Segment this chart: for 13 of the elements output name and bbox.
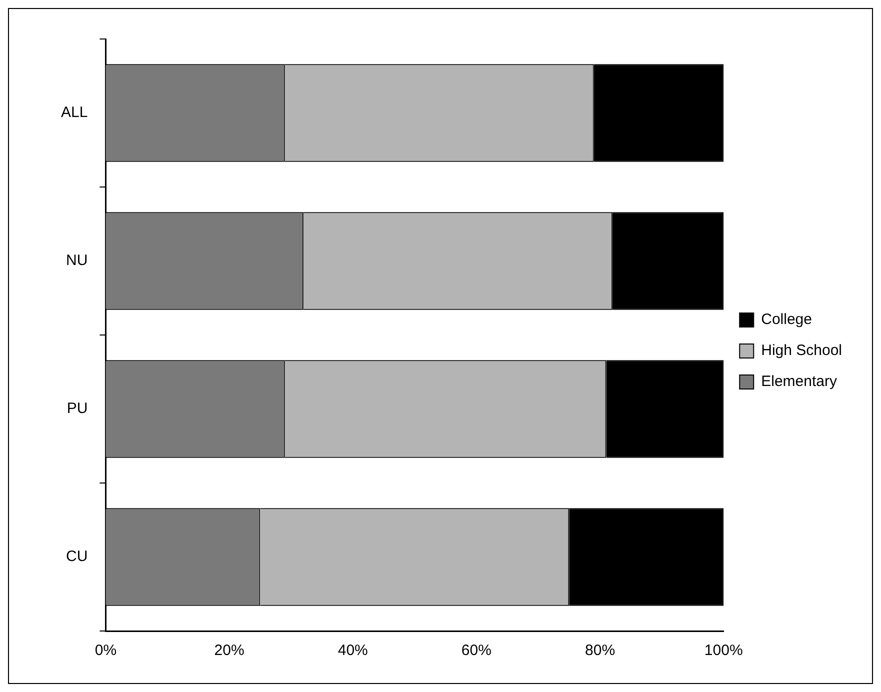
x-tick-label: 20% (214, 642, 244, 660)
x-tick-label: 40% (338, 642, 368, 660)
y-tick-label: NU (66, 252, 88, 270)
x-tick-label: 0% (94, 642, 117, 660)
y-tick-label: PU (66, 400, 88, 418)
legend-label: College (761, 311, 812, 328)
y-tick-label: CU (66, 548, 88, 566)
legend-label: Elementary (761, 373, 838, 390)
x-tick-label: 80% (585, 642, 616, 660)
x-tick-label: 60% (461, 642, 492, 660)
y-tick-label: ALL (60, 104, 88, 122)
x-tick-label: 100% (704, 642, 743, 660)
legend-label: High School (761, 342, 842, 360)
